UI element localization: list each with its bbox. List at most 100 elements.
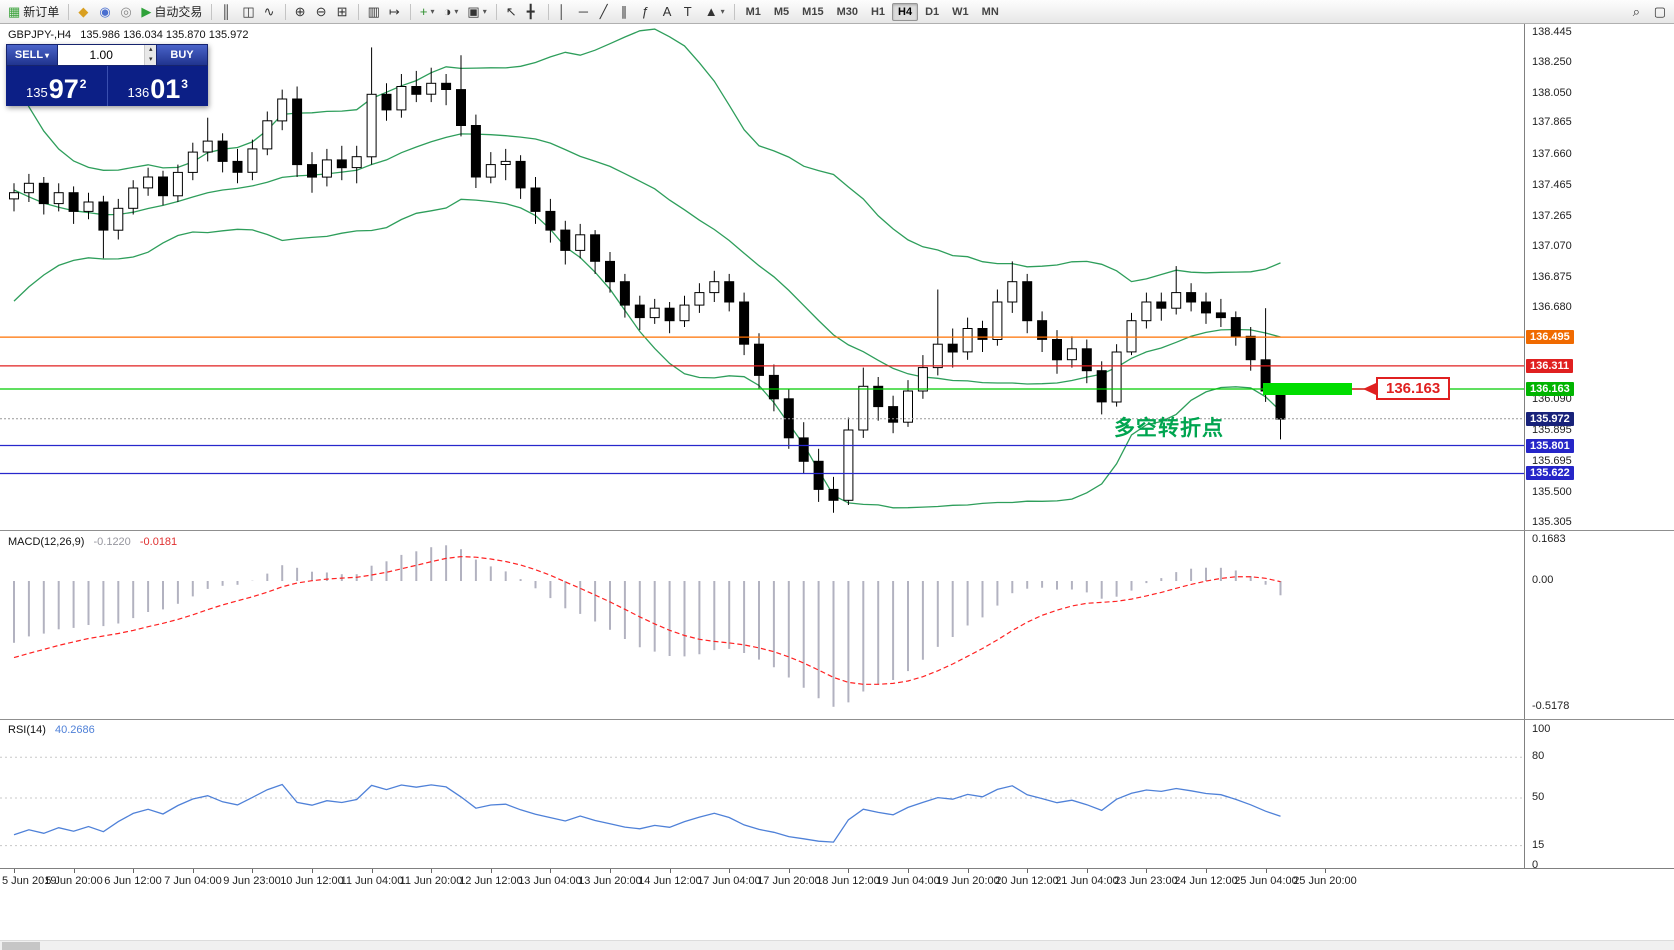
main-toolbar: ▦ 新订单 ◆ ◉ ◎ ▶ 自动交易 ║ ◫ ∿ ⊕ ⊖ ⊞ ▥ ↦ + ▾ ◑ ▾ ▣ ▾ ↖ ╋ │ ─ ╱ ∥ ƒ A T ▲ ▾ M1 M…: [0, 0, 1674, 24]
price-axis-badge: 135.622: [1526, 466, 1574, 480]
line-chart-mode-button[interactable]: ∿: [260, 2, 280, 22]
auto-arrange-icon: ▥: [367, 4, 380, 19]
tile-windows-icon: ⊞: [336, 4, 348, 19]
toolbar-separator: [733, 3, 735, 20]
volume-input[interactable]: [58, 45, 145, 65]
volume-decrease-button[interactable]: ▾: [145, 55, 156, 65]
zoom-in-button[interactable]: ⊕: [291, 2, 311, 22]
order-controls-row: SELL ▾ ▴ ▾ BUY: [6, 44, 208, 66]
timeframe-h4-button[interactable]: H4: [892, 2, 919, 21]
indicators-button[interactable]: + ▾: [416, 2, 439, 22]
price-axis-badge: 135.972: [1526, 412, 1574, 426]
rsi-layer: [0, 756, 1524, 847]
rsi-scale-label: 50: [1532, 791, 1545, 803]
tile-windows-button[interactable]: ⊞: [333, 2, 353, 22]
time-axis-label: 11 Jun 20:00: [399, 875, 463, 887]
pane-splitter[interactable]: [0, 719, 1674, 720]
templates-button[interactable]: ▣ ▾: [463, 2, 490, 22]
callout-arrow-icon: [1363, 383, 1376, 395]
toolbar-separator: [409, 3, 411, 20]
time-axis-tick: [610, 869, 611, 873]
ask-price-display[interactable]: 136 01 3: [108, 66, 209, 106]
bid-price-display[interactable]: 135 97 2: [6, 66, 108, 106]
rsi-scale-label: 0: [1532, 859, 1539, 871]
time-axis-label: 5 Jun 20:00: [45, 875, 103, 887]
one-click-trading-panel: SELL ▾ ▴ ▾ BUY 135 97 2 136 01: [6, 44, 208, 106]
equidistant-channel-button[interactable]: ∥: [617, 2, 637, 22]
sell-button[interactable]: SELL ▾: [6, 44, 58, 66]
ohlc-values: 135.986 136.034 135.870 135.972: [80, 29, 249, 41]
timeframe-m1-button[interactable]: M1: [740, 3, 767, 21]
time-axis-tick: [1325, 869, 1326, 873]
market-watch-button[interactable]: ◉: [95, 2, 115, 22]
chart-windows-button[interactable]: ◆: [74, 2, 94, 22]
rsi-indicator-label: RSI(14) 40.2686: [8, 724, 95, 736]
trendline-button[interactable]: ╱: [596, 2, 616, 22]
candlestick-chart-mode-button[interactable]: ◫: [238, 2, 258, 22]
macd-scale-label: -0.5178: [1532, 700, 1570, 712]
price-axis-badge: 136.311: [1526, 359, 1574, 373]
time-axis-label: 13 Jun 20:00: [578, 875, 642, 887]
crosshair-button[interactable]: ╋: [523, 2, 543, 22]
line-chart-mode-icon: ∿: [263, 4, 275, 19]
autotrading-label: 自动交易: [154, 5, 203, 19]
zoom-out-button[interactable]: ⊖: [312, 2, 332, 22]
chart-title: GBPJPY-,H4 135.986 136.034 135.870 135.9…: [8, 29, 248, 41]
timeframe-w1-button[interactable]: W1: [946, 3, 975, 21]
ask-point: 3: [181, 77, 188, 91]
time-axis-label: 12 Jun 12:00: [459, 875, 523, 887]
timeframe-h1-button[interactable]: H1: [865, 3, 891, 21]
rsi-scale-label: 100: [1532, 723, 1551, 735]
volume-increase-button[interactable]: ▴: [145, 45, 156, 55]
bid-prefix: 135: [26, 85, 48, 100]
label-button[interactable]: T: [680, 2, 700, 22]
terminal-button[interactable]: ◎: [116, 2, 136, 22]
time-axis-label: 20 Jun 12:00: [995, 875, 1059, 887]
time-axis[interactable]: 5 Jun 2019 5 Jun 20:00 6 Jun 12:00 7 Jun 04…: [0, 868, 1674, 890]
periods-button[interactable]: ◑ ▾: [440, 2, 463, 22]
price-axis-tick: 136.090: [1532, 393, 1572, 405]
price-callout-box[interactable]: 136.163: [1376, 377, 1451, 400]
vertical-line-button[interactable]: │: [554, 2, 574, 22]
shapes-button[interactable]: ▲ ▾: [701, 2, 729, 22]
autotrading-button[interactable]: ▶ 自动交易: [137, 2, 206, 22]
chart-shift-button[interactable]: ↦: [385, 2, 405, 22]
timeframe-m5-button[interactable]: M5: [768, 3, 795, 21]
time-axis-label: 9 Jun 23:00: [223, 875, 281, 887]
timeframe-m30-button[interactable]: M30: [831, 3, 864, 21]
timeframe-m15-button[interactable]: M15: [796, 3, 829, 21]
text-button[interactable]: A: [659, 2, 679, 22]
timeframe-d1-button[interactable]: D1: [919, 3, 945, 21]
toolbar-separator: [495, 3, 497, 20]
auto-arrange-button[interactable]: ▥: [364, 2, 384, 22]
new-order-button[interactable]: ▦ 新订单: [4, 2, 63, 22]
time-axis-tick: [133, 869, 134, 873]
time-axis-label: 25 Jun 20:00: [1293, 875, 1357, 887]
periods-icon: ◑: [443, 4, 452, 19]
horizontal-scrollbar[interactable]: [0, 940, 1674, 950]
macd-indicator-label: MACD(12,26,9) -0.1220 -0.0181: [8, 536, 177, 548]
bar-chart-mode-button[interactable]: ║: [217, 2, 237, 22]
cursor-button[interactable]: ↖: [502, 2, 522, 22]
ask-prefix: 136: [127, 85, 150, 100]
popup-prices-button[interactable]: ▢: [1650, 2, 1670, 22]
horizontal-line-button[interactable]: ─: [575, 2, 595, 22]
cursor-icon: ↖: [505, 4, 517, 19]
toolbar-separator: [547, 3, 549, 20]
fibonacci-icon: ƒ: [641, 4, 649, 19]
toolbar-separator: [284, 3, 286, 20]
autotrading-icon: ▶: [141, 4, 152, 19]
zoom-out-icon: ⊖: [315, 4, 327, 19]
pane-splitter[interactable]: [0, 530, 1674, 531]
search-button[interactable]: ⌕: [1629, 2, 1649, 22]
time-axis-tick: [491, 869, 492, 873]
sell-label: SELL: [14, 49, 44, 61]
price-axis[interactable]: 138.445 138.250 138.050 137.865 137.660 137.4…: [1524, 24, 1674, 871]
time-axis-label: 17 Jun 04:00: [697, 875, 761, 887]
search-icon: ⌕: [1632, 4, 1640, 19]
fibonacci-button[interactable]: ƒ: [638, 2, 658, 22]
buy-button[interactable]: BUY: [156, 44, 208, 66]
timeframe-mn-button[interactable]: MN: [976, 3, 1005, 21]
scrollbar-thumb[interactable]: [2, 942, 40, 950]
